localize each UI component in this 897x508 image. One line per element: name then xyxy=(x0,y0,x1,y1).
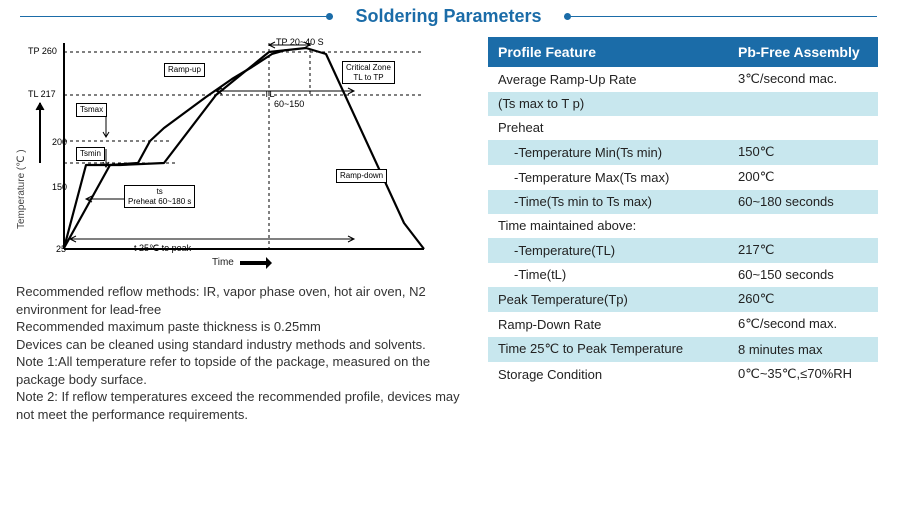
table-header-feature: Profile Feature xyxy=(488,37,728,67)
content: Temperature (℃ ) TP 260 TL 217 200 150 2… xyxy=(0,29,897,423)
table-cell-feature: (Ts max to T p) xyxy=(488,92,728,116)
page-title: Soldering Parameters xyxy=(333,6,563,27)
label-25: 25 xyxy=(56,244,66,254)
label-ramp-up: Ramp-up xyxy=(164,63,205,77)
label-ts: ts Preheat 60~180 s xyxy=(124,185,195,208)
left-column: Temperature (℃ ) TP 260 TL 217 200 150 2… xyxy=(16,29,476,423)
note-line: Recommended reflow methods: IR, vapor ph… xyxy=(16,283,466,318)
table-cell-feature: -Temperature Max(Ts max) xyxy=(488,165,728,190)
notes-block: Recommended reflow methods: IR, vapor ph… xyxy=(16,283,466,423)
label-critical-zone: Critical Zone TL to TP xyxy=(342,61,395,84)
x-axis-label: Time xyxy=(212,257,234,268)
table-row: Time 25℃ to Peak Temperature8 minutes ma… xyxy=(488,337,878,362)
table-cell-feature: Preheat xyxy=(488,116,728,140)
table-cell-value: 150℃ xyxy=(728,140,878,165)
table-row: -Time(tL)60~150 seconds xyxy=(488,263,878,287)
table-row: (Ts max to T p) xyxy=(488,92,878,116)
table-cell-value: 3℃/second mac. xyxy=(728,67,878,92)
table-cell-value: 8 minutes max xyxy=(728,337,878,362)
label-tl217: TL 217 xyxy=(28,89,56,99)
label-tp260: TP 260 xyxy=(28,46,57,56)
table-row: Average Ramp-Up Rate3℃/second mac. xyxy=(488,67,878,92)
table-row: Preheat xyxy=(488,116,878,140)
label-tsmax: Tsmax xyxy=(76,103,107,117)
table-row: Time maintained above: xyxy=(488,214,878,238)
table-body: Average Ramp-Up Rate3℃/second mac.(Ts ma… xyxy=(488,67,878,387)
table-cell-feature: Ramp-Down Rate xyxy=(488,312,728,337)
table-cell-value xyxy=(728,92,878,116)
label-tp-time: TP 20~40 S xyxy=(276,37,324,47)
table-cell-feature: Average Ramp-Up Rate xyxy=(488,67,728,92)
label-150: 150 xyxy=(52,182,67,192)
rule-left xyxy=(20,16,333,17)
table-row: Storage Condition0℃~35℃,≤70%RH xyxy=(488,362,878,387)
table-cell-value: 260℃ xyxy=(728,287,878,312)
table-cell-feature: Peak Temperature(Tp) xyxy=(488,287,728,312)
table-row: -Temperature(TL)217℃ xyxy=(488,238,878,263)
table-cell-feature: Time maintained above: xyxy=(488,214,728,238)
table-header-row: Profile Feature Pb-Free Assembly xyxy=(488,37,878,67)
table-row: -Time(Ts min to Ts max)60~180 seconds xyxy=(488,190,878,214)
table-cell-value: 217℃ xyxy=(728,238,878,263)
table-cell-feature: -Temperature(TL) xyxy=(488,238,728,263)
table-cell-value: 0℃~35℃,≤70%RH xyxy=(728,362,878,387)
y-axis-label: Temperature (℃ ) xyxy=(16,149,27,229)
time-arrow-icon xyxy=(240,258,274,268)
label-tl-range: 60~150 xyxy=(274,99,304,109)
note-line: Devices can be cleaned using standard in… xyxy=(16,336,466,354)
label-tsmin: Tsmin xyxy=(76,147,105,161)
table-cell-value: 60~180 seconds xyxy=(728,190,878,214)
parameters-table: Profile Feature Pb-Free Assembly Average… xyxy=(488,37,878,387)
table-row: -Temperature Max(Ts max)200℃ xyxy=(488,165,878,190)
label-tl-mark: TL xyxy=(264,89,275,99)
table-row: -Temperature Min(Ts min)150℃ xyxy=(488,140,878,165)
table-cell-feature: -Time(Ts min to Ts max) xyxy=(488,190,728,214)
label-200: 200 xyxy=(52,137,67,147)
right-column: Profile Feature Pb-Free Assembly Average… xyxy=(488,29,885,423)
table-header-value: Pb-Free Assembly xyxy=(728,37,878,67)
x-axis-label-row: Time xyxy=(212,257,274,268)
table-cell-value: 6℃/second max. xyxy=(728,312,878,337)
table-cell-feature: -Time(tL) xyxy=(488,263,728,287)
table-cell-feature: Time 25℃ to Peak Temperature xyxy=(488,337,728,362)
table-row: Peak Temperature(Tp)260℃ xyxy=(488,287,878,312)
label-peak-time: t 25℃ to peak xyxy=(134,243,191,254)
note-line: Note 1:All temperature refer to topside … xyxy=(16,353,466,388)
table-cell-feature: Storage Condition xyxy=(488,362,728,387)
table-cell-value: 200℃ xyxy=(728,165,878,190)
note-line: Recommended maximum paste thickness is 0… xyxy=(16,318,466,336)
title-row: Soldering Parameters xyxy=(0,0,897,29)
table-cell-value xyxy=(728,214,878,238)
rule-right xyxy=(564,16,877,17)
label-ramp-down: Ramp-down xyxy=(336,169,387,183)
table-row: Ramp-Down Rate6℃/second max. xyxy=(488,312,878,337)
table-cell-value: 60~150 seconds xyxy=(728,263,878,287)
note-line: Note 2: If reflow temperatures exceed th… xyxy=(16,388,466,423)
reflow-profile-chart: Temperature (℃ ) TP 260 TL 217 200 150 2… xyxy=(16,29,456,277)
table-cell-feature: -Temperature Min(Ts min) xyxy=(488,140,728,165)
table-cell-value xyxy=(728,116,878,140)
